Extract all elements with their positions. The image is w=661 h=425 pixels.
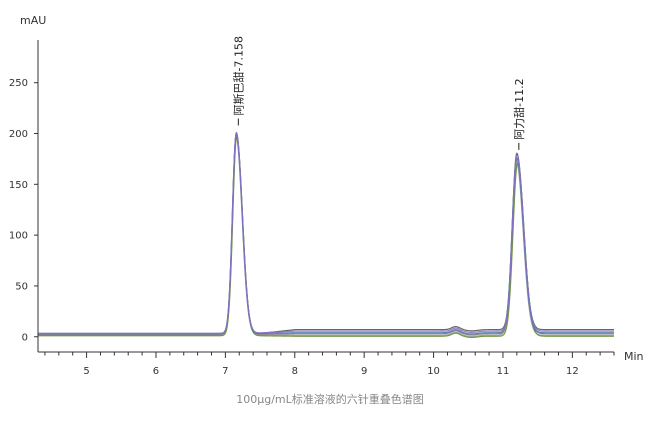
x-axis-ticks: 5 6 7 8 9 10 11 12 — [44, 352, 615, 377]
x-tick-label: 8 — [292, 366, 298, 377]
y-axis-unit: mAU — [20, 14, 46, 27]
x-tick-label: 7 — [222, 366, 228, 377]
x-tick-label: 12 — [566, 366, 579, 377]
x-tick-label: 10 — [427, 366, 440, 377]
x-axis-unit: Min — [624, 350, 644, 363]
y-tick-label: 150 — [9, 180, 28, 191]
trace-line-6 — [38, 131, 614, 334]
y-tick-label: 250 — [9, 78, 28, 89]
chromatogram-traces — [38, 131, 614, 339]
y-axis-ticks: 0 50 100 150 200 250 — [9, 78, 38, 343]
trace-line-5 — [38, 133, 614, 335]
peak-label-1: 阿斯巴甜-7.158 — [232, 36, 245, 115]
trace-line-3 — [38, 135, 614, 338]
peak-label-2: 阿力甜-11.2 — [513, 78, 526, 139]
x-tick-label: 6 — [153, 366, 159, 377]
y-tick-label: 50 — [15, 281, 28, 292]
trace-line-1 — [38, 132, 614, 335]
trace-line-4 — [38, 137, 614, 339]
y-tick-label: 100 — [9, 231, 28, 242]
trace-line-2 — [38, 134, 614, 336]
x-tick-label: 5 — [83, 366, 89, 377]
y-tick-label: 0 — [22, 332, 28, 343]
peak-labels: 阿斯巴甜-7.158 阿力甜-11.2 — [232, 36, 526, 150]
y-tick-label: 200 — [9, 129, 28, 140]
figure-caption: 100μg/mL标准溶液的六针重叠色谱图 — [236, 392, 424, 406]
x-tick-label: 11 — [497, 366, 510, 377]
x-tick-label: 9 — [361, 366, 367, 377]
